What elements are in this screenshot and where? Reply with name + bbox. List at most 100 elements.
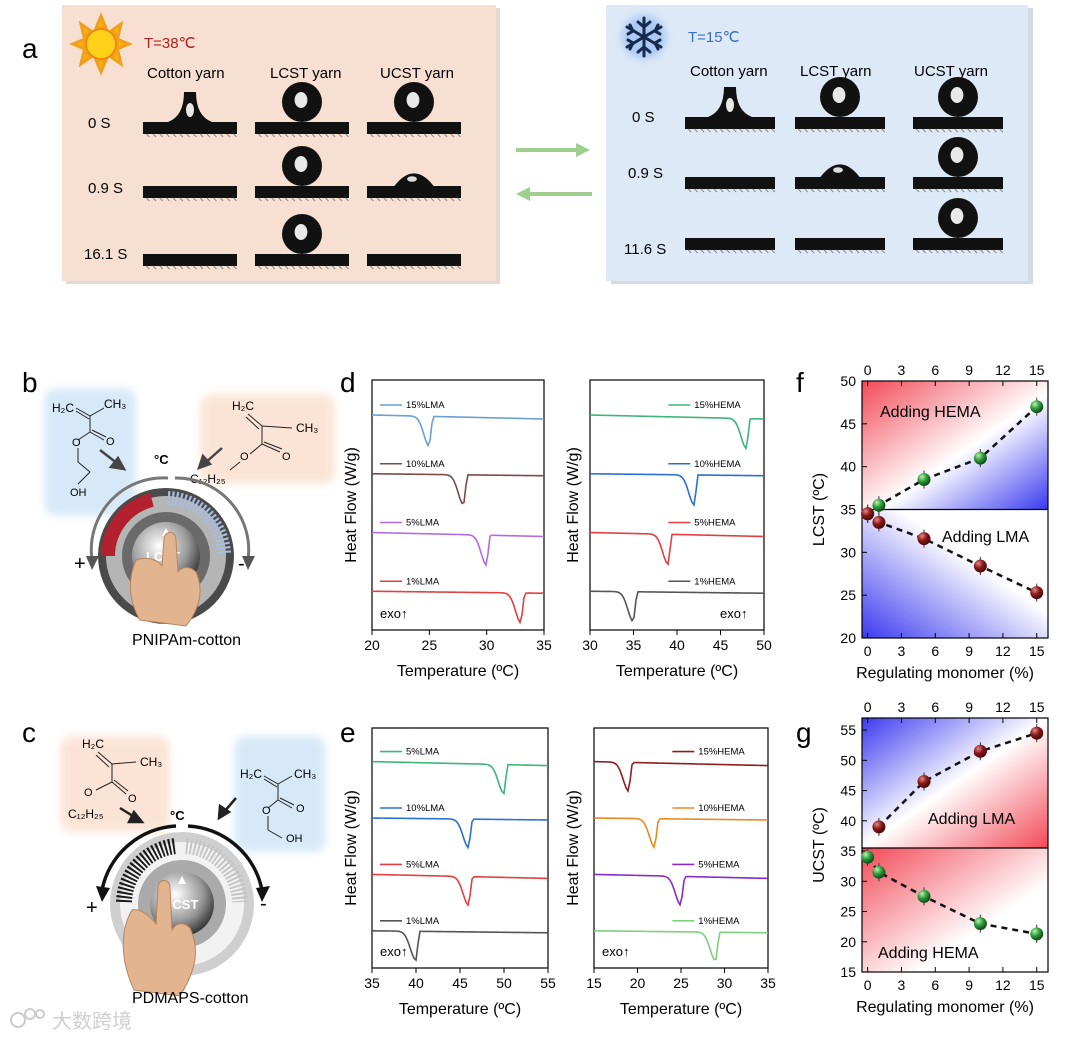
droplet-photo — [367, 173, 461, 202]
droplet-photo — [143, 186, 237, 202]
x-tick-label: 50 — [496, 975, 512, 991]
svg-text:-: - — [238, 553, 245, 575]
svg-text:CH₃: CH₃ — [140, 755, 162, 769]
svg-text:+: + — [74, 553, 86, 575]
svg-text:O: O — [240, 451, 249, 463]
series-line — [593, 817, 769, 850]
y-tick-label: 15 — [840, 964, 856, 980]
data-point — [1030, 400, 1044, 414]
y-axis-label: Heat Flow (W/g) — [565, 790, 582, 906]
data-point — [1030, 586, 1044, 600]
legend-entry: 1%LMA — [406, 576, 440, 587]
data-point — [872, 515, 886, 529]
x-axis-label: Temperature (ºC) — [620, 1001, 742, 1018]
hot-row-2: 16.1 S — [84, 246, 127, 263]
hot-temp-label: T=38℃ — [144, 35, 195, 52]
series-label: Adding HEMA — [878, 945, 979, 962]
sun-icon — [69, 12, 133, 76]
y-tick-label: 35 — [840, 502, 856, 518]
data-point — [1030, 927, 1044, 941]
cold-row-0: 0 S — [632, 109, 655, 126]
y-tick-label: 30 — [840, 544, 856, 560]
y-tick-label: 50 — [840, 752, 856, 768]
x-tick-label: 20 — [364, 637, 380, 653]
svg-text:OH: OH — [70, 487, 87, 499]
x-top-tick-label: 3 — [898, 699, 906, 715]
droplet-photo — [143, 92, 237, 138]
y-tick-label: 45 — [840, 416, 856, 432]
series-line — [371, 760, 549, 796]
chart-g: 0 0 3 3 6 6 9 9 12 12 15 15 15 20 25 30 35 40 45 50 55 Adding… — [811, 699, 1049, 1016]
legend-entry: 1%LMA — [406, 916, 440, 927]
caption-pdmaps: PDMAPS-cotton — [132, 990, 248, 1007]
data-point — [973, 917, 987, 931]
y-tick-label: 40 — [840, 813, 856, 829]
legend-entry: 10%HEMA — [698, 803, 745, 814]
cold-row-2: 11.6 S — [624, 241, 666, 258]
cold-row-1: 0.9 S — [628, 165, 663, 182]
series-line — [593, 760, 769, 793]
chart-d-left: 20 25 30 35 15%LMA 10%LMA 5%LMA 1%LMA exo↑ — [364, 379, 552, 653]
hot-row-1: 0.9 S — [88, 180, 123, 197]
series-line — [589, 414, 765, 451]
legend-entry: 5%LMA — [406, 518, 440, 529]
lma-molecule-b: H₂C CH₃ O O C₁₂H₂₅ — [190, 394, 335, 486]
series-line — [371, 930, 549, 962]
x-tick-label: 9 — [965, 977, 973, 993]
x-axis-label: Temperature (ºC) — [397, 663, 519, 680]
y-tick-label: 40 — [840, 459, 856, 475]
y-axis-label: Heat Flow (W/g) — [565, 447, 582, 563]
droplet-photo — [367, 82, 461, 138]
chart-e-left: 35 40 45 50 55 5%LMA 10%LMA 5%LMA 1%LMA exo↑ — [364, 727, 556, 991]
droplet-photo — [795, 164, 886, 193]
data-point — [973, 559, 987, 573]
x-top-tick-label: 15 — [1029, 699, 1045, 715]
data-point — [861, 850, 875, 864]
y-axis-label: LCST (ºC) — [811, 473, 828, 546]
data-point — [872, 820, 886, 834]
droplet-photo — [143, 254, 237, 270]
x-axis-label: Temperature (ºC) — [616, 663, 738, 680]
exo-annotation: exo↑ — [380, 944, 407, 959]
x-tick-label: 50 — [756, 637, 772, 653]
svg-text:O: O — [84, 787, 93, 799]
y-tick-label: 25 — [840, 904, 856, 920]
svg-text:O: O — [296, 803, 305, 815]
droplet-photo — [685, 177, 776, 193]
panel-a-cold: T=15℃ Cotton yarn LCST yarn UCST yarn 0 … — [606, 5, 1033, 284]
x-tick-label: 15 — [1029, 977, 1045, 993]
panel-label-d: d — [340, 367, 356, 398]
x-tick-label: 15 — [586, 975, 602, 991]
panel-label-c: c — [22, 717, 36, 748]
svg-text:O: O — [282, 451, 291, 463]
svg-text:+: + — [86, 897, 98, 919]
x-tick-label: 35 — [760, 975, 776, 991]
series-label: Adding LMA — [928, 811, 1015, 828]
exo-annotation: exo↑ — [380, 606, 407, 621]
legend-entry: 5%LMA — [406, 859, 440, 870]
series-line — [371, 590, 545, 625]
transition-arrows — [516, 143, 592, 201]
panel-label-b: b — [22, 367, 38, 398]
y-tick-label: 55 — [840, 722, 856, 738]
lma-molecule-c: H₂C CH₃ O O C₁₂H₂₅ — [60, 736, 170, 832]
x-tick-label: 45 — [452, 975, 468, 991]
plot-frame — [371, 379, 545, 631]
panel-label-f: f — [796, 367, 804, 398]
cold-droplet-images — [685, 77, 1004, 254]
series-line — [589, 590, 765, 623]
svg-text:C₁₂H₂₅: C₁₂H₂₅ — [68, 807, 104, 821]
svg-text:°C: °C — [170, 808, 185, 823]
x-tick-label: 0 — [864, 643, 872, 659]
series-line — [589, 531, 765, 567]
legend-entry: 10%LMA — [406, 803, 445, 814]
svg-text:H₂C: H₂C — [240, 767, 262, 781]
data-point — [861, 507, 875, 521]
x-tick-label: 9 — [965, 643, 973, 659]
droplet-photo — [255, 82, 349, 138]
data-point — [872, 865, 886, 879]
svg-text:OH: OH — [286, 833, 303, 845]
legend-entry: 1%HEMA — [694, 576, 736, 587]
svg-text:H₂C: H₂C — [232, 399, 254, 413]
svg-text:H₂C: H₂C — [82, 737, 104, 751]
